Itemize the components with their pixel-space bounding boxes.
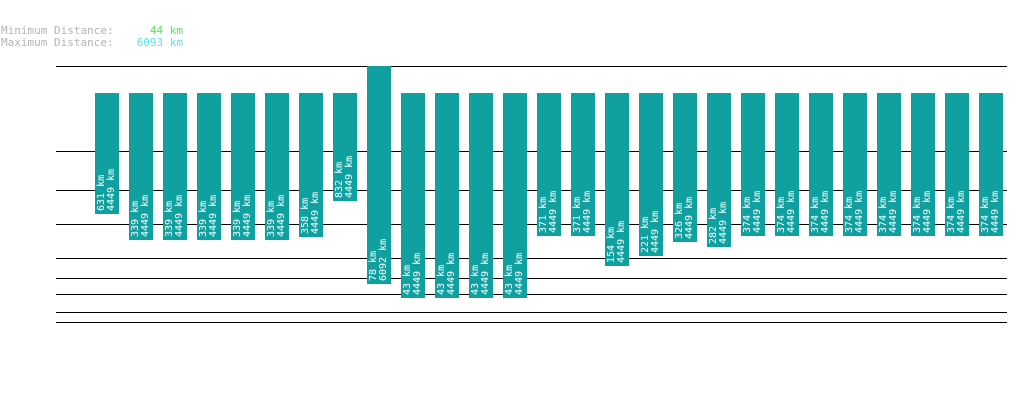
bar-11-top-label: 43 km: [436, 265, 447, 295]
bar-23-bottom-label: 4449 km: [854, 191, 865, 233]
bar-17: [639, 93, 663, 256]
bar-16-top-label: 154 km: [606, 227, 617, 263]
bar-11-bottom-label: 4449 km: [446, 253, 457, 295]
bar-20-bottom-label: 4449 km: [752, 191, 763, 233]
min-distance-value: 44 km: [149, 24, 183, 37]
bar-24-top-label: 374 km: [878, 197, 889, 233]
bar-12-bottom-label: 4449 km: [480, 253, 491, 295]
bar-5: [231, 93, 255, 240]
bar-23-top-label: 374 km: [844, 197, 855, 233]
bar-27: [979, 93, 1003, 236]
bar-4-top-label: 339 km: [198, 201, 209, 237]
bar-14-top-label: 371 km: [538, 197, 549, 233]
bar-4: [197, 93, 221, 240]
bar-3-top-label: 339 km: [164, 201, 175, 237]
bar-8: [333, 93, 357, 201]
bar-17-top-label: 221 km: [640, 217, 651, 253]
bar-23: [843, 93, 867, 236]
bar-19: [707, 93, 731, 247]
bar-25-top-label: 374 km: [912, 197, 923, 233]
bar-10: [401, 93, 425, 298]
distance-legend: Minimum Distance: 44 km Maximum Distance:…: [1, 25, 183, 49]
bar-19-top-label: 282 km: [708, 208, 719, 244]
bar-27-bottom-label: 4449 km: [990, 191, 1001, 233]
bar-2-top-label: 339 km: [130, 201, 141, 237]
bar-6-bottom-label: 4449 km: [276, 195, 287, 237]
bar-1-bottom-label: 4449 km: [106, 169, 117, 211]
bar-14-bottom-label: 4449 km: [548, 191, 559, 233]
bar-1-top-label: 631 km: [96, 175, 107, 211]
bar-18-top-label: 326 km: [674, 203, 685, 239]
bar-7: [299, 93, 323, 237]
bar-15-bottom-label: 4449 km: [582, 191, 593, 233]
bar-20: [741, 93, 765, 236]
bar-12: [469, 93, 493, 298]
bar-6-top-label: 339 km: [266, 201, 277, 237]
bar-9-bottom-label: 6092 km: [378, 239, 389, 281]
bar-21-bottom-label: 4449 km: [786, 191, 797, 233]
bar-25: [911, 93, 935, 236]
bar-2-bottom-label: 4449 km: [140, 195, 151, 237]
bar-7-top-label: 358 km: [300, 198, 311, 234]
bar-22-top-label: 374 km: [810, 197, 821, 233]
bar-24-bottom-label: 4449 km: [888, 191, 899, 233]
bar-14: [537, 93, 561, 236]
bar-1: [95, 93, 119, 214]
bar-8-bottom-label: 4449 km: [344, 156, 355, 198]
bar-7-bottom-label: 4449 km: [310, 192, 321, 234]
bar-22: [809, 93, 833, 236]
bar-5-bottom-label: 4449 km: [242, 195, 253, 237]
max-distance-label: Maximum Distance:: [1, 36, 114, 49]
bar-24: [877, 93, 901, 236]
bar-9: [367, 66, 391, 284]
bar-25-bottom-label: 4449 km: [922, 191, 933, 233]
bar-16: [605, 93, 629, 266]
bar-4-bottom-label: 4449 km: [208, 195, 219, 237]
bar-6: [265, 93, 289, 240]
bar-3: [163, 93, 187, 240]
bar-15-top-label: 371 km: [572, 197, 583, 233]
bar-26: [945, 93, 969, 236]
bar-17-bottom-label: 4449 km: [650, 211, 661, 253]
max-distance-value: 6093 km: [136, 36, 183, 49]
bar-16-bottom-label: 4449 km: [616, 221, 627, 263]
bar-18-bottom-label: 4449 km: [684, 197, 695, 239]
bar-5-top-label: 339 km: [232, 201, 243, 237]
bar-19-bottom-label: 4449 km: [718, 202, 729, 244]
bar-21: [775, 93, 799, 236]
bar-10-top-label: 43 km: [402, 265, 413, 295]
min-distance-label: Minimum Distance:: [1, 24, 114, 37]
max-distance-row: Maximum Distance: 6093 km: [1, 37, 183, 49]
bar-26-top-label: 374 km: [946, 197, 957, 233]
bar-26-bottom-label: 4449 km: [956, 191, 967, 233]
bar-20-top-label: 374 km: [742, 197, 753, 233]
bar-15: [571, 93, 595, 236]
bar-22-bottom-label: 4449 km: [820, 191, 831, 233]
bar-10-bottom-label: 4449 km: [412, 253, 423, 295]
bar-2: [129, 93, 153, 240]
bar-8-top-label: 832 km: [334, 162, 345, 198]
bar-27-top-label: 374 km: [980, 197, 991, 233]
bar-3-bottom-label: 4449 km: [174, 195, 185, 237]
bar-9-top-label: 78 km: [368, 251, 379, 281]
bar-21-top-label: 374 km: [776, 197, 787, 233]
bar-13-bottom-label: 4449 km: [514, 253, 525, 295]
bar-13: [503, 93, 527, 298]
bar-12-top-label: 43 km: [470, 265, 481, 295]
min-distance-row: Minimum Distance: 44 km: [1, 25, 183, 37]
bar-18: [673, 93, 697, 242]
bar-13-top-label: 43 km: [504, 265, 515, 295]
bar-11: [435, 93, 459, 298]
